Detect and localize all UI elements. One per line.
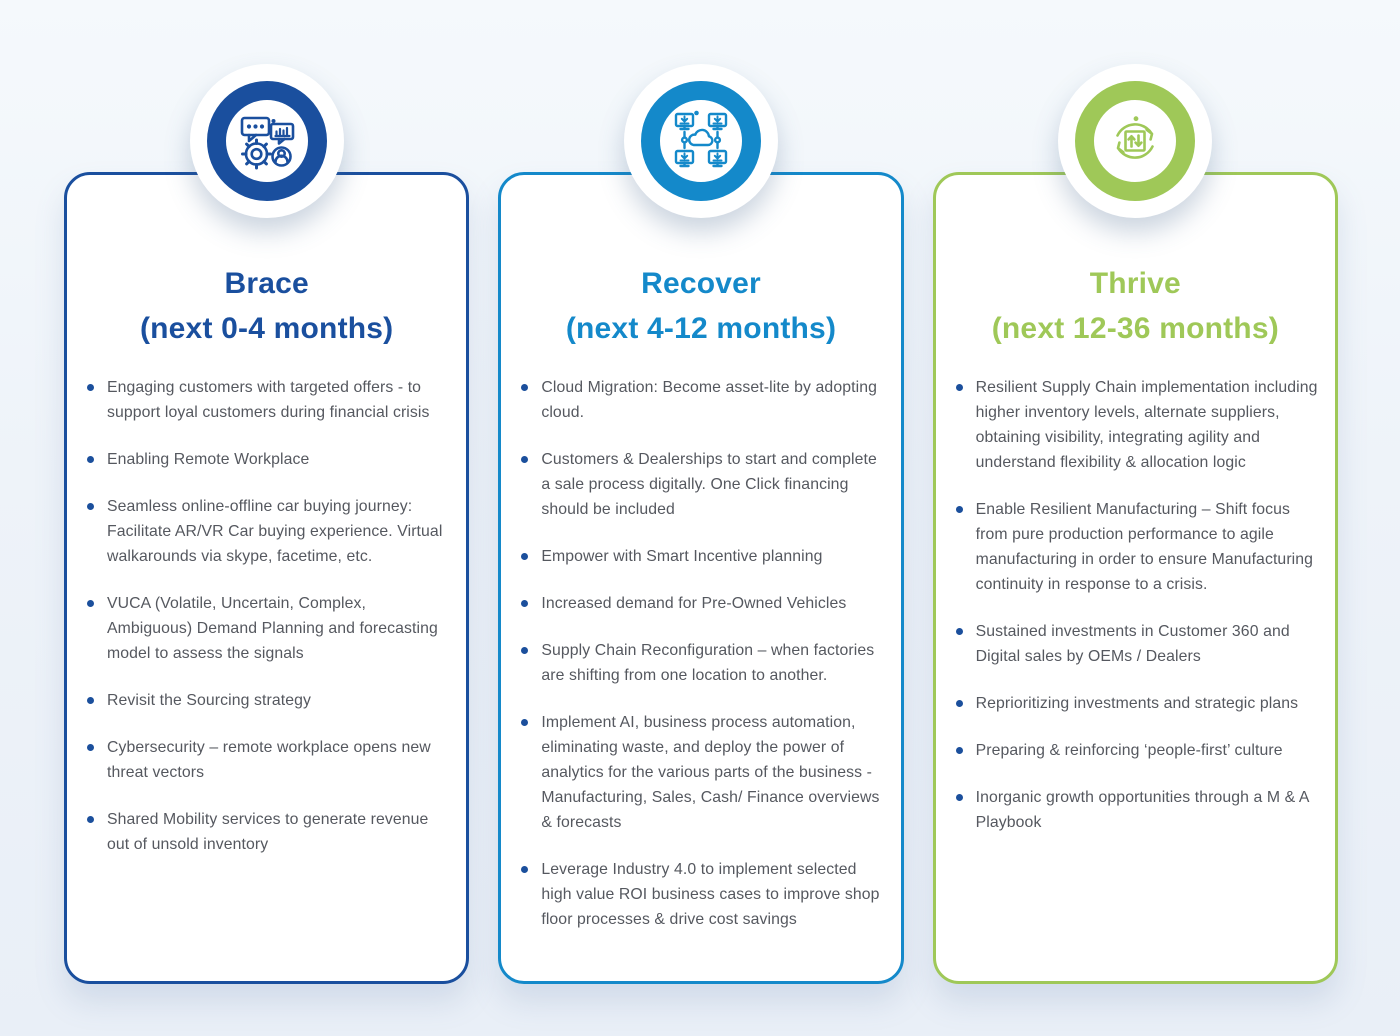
- bullet-text: VUCA (Volatile, Uncertain, Complex, Ambi…: [107, 595, 438, 662]
- card-subtitle-text: (next 0-4 months): [139, 312, 394, 345]
- bullet-dot: [87, 503, 94, 510]
- bullet-text: Cybersecurity – remote workplace opens n…: [107, 739, 431, 781]
- card-recover: Recover (next 4-12 months) Cloud Migrati…: [498, 64, 904, 984]
- bullet-text: Implement AI, business process automatio…: [541, 714, 880, 831]
- list-item: Cloud Migration: Become asset-lite by ad…: [521, 375, 884, 425]
- bullet-dot: [87, 384, 94, 391]
- bullet-text: Revisit the Sourcing strategy: [107, 692, 311, 709]
- list-item: Preparing & reinforcing ‘people-first’ c…: [955, 738, 1319, 763]
- card-badge: [1058, 64, 1213, 218]
- bullet-text: Engaging customers with targeted offers …: [107, 379, 430, 421]
- bullet-text: Sustained investments in Customer 360 an…: [975, 623, 1290, 665]
- list-item: Inorganic growth opportunities through a…: [955, 785, 1319, 835]
- gear-chat-analytics-icon: [240, 116, 294, 170]
- card-brace: Brace (next 0-4 months) Engaging custome…: [64, 64, 470, 984]
- list-item: Enabling Remote Workplace: [87, 447, 450, 472]
- bullet-text: Preparing & reinforcing ‘people-first’ c…: [975, 742, 1283, 759]
- bullet-dot: [521, 384, 529, 391]
- list-item: Leverage Industry 4.0 to implement selec…: [521, 857, 884, 932]
- bullet-dot: [955, 384, 963, 391]
- bullet-list: Resilient Supply Chain implementation in…: [936, 375, 1335, 835]
- bullet-dot: [521, 866, 529, 873]
- bullet-dot: [87, 697, 94, 704]
- bullet-dot: [955, 506, 963, 513]
- bullet-text: Seamless online-offline car buying journ…: [107, 498, 443, 565]
- bullet-text: Reprioritizing investments and strategic…: [975, 695, 1299, 712]
- bullet-dot: [87, 600, 94, 607]
- list-item: Revisit the Sourcing strategy: [87, 688, 450, 713]
- list-item: Supply Chain Reconfiguration – when fact…: [521, 638, 884, 688]
- bullet-dot: [521, 553, 529, 560]
- bullet-dot: [87, 456, 94, 463]
- cards-row: Brace (next 0-4 months) Engaging custome…: [64, 64, 1338, 984]
- card-subtitle-text: (next 12-36 months): [991, 312, 1279, 345]
- bullet-text: Enabling Remote Workplace: [107, 451, 310, 468]
- bullet-text: Enable Resilient Manufacturing – Shift f…: [975, 501, 1314, 593]
- badge-ring: [1075, 81, 1196, 201]
- list-item: Shared Mobility services to generate rev…: [87, 807, 450, 857]
- bullet-text: Cloud Migration: Become asset-lite by ad…: [541, 379, 877, 421]
- card-badge: [623, 64, 778, 218]
- bullet-text: Increased demand for Pre-Owned Vehicles: [541, 595, 847, 612]
- bullet-text: Customers & Dealerships to start and com…: [541, 451, 877, 518]
- card-thrive: Thrive (next 12-36 months) Resilient Sup…: [932, 64, 1338, 984]
- cloud-network-monitors-icon: [674, 110, 728, 168]
- bullet-dot: [87, 816, 94, 823]
- bullet-text: Resilient Supply Chain implementation in…: [975, 379, 1318, 471]
- bullet-dot: [955, 700, 963, 707]
- list-item: Customers & Dealerships to start and com…: [521, 447, 884, 522]
- list-item: Implement AI, business process automatio…: [521, 710, 884, 835]
- bullet-text: Inorganic growth opportunities through a…: [975, 789, 1309, 831]
- bullet-dot: [521, 456, 529, 463]
- bullet-dot: [521, 719, 529, 726]
- cycle-arrows-icon: [1116, 116, 1155, 159]
- list-item: Empower with Smart Incentive planning: [521, 544, 884, 569]
- bullet-dot: [955, 794, 963, 801]
- card-subtitle-text: (next 4-12 months): [565, 312, 837, 345]
- bullet-list: Engaging customers with targeted offers …: [67, 375, 466, 857]
- card-title: Brace (next 0-4 months): [79, 261, 454, 351]
- bullet-dot: [955, 628, 963, 635]
- list-item: Resilient Supply Chain implementation in…: [955, 375, 1319, 475]
- card-title-text: Brace: [224, 267, 309, 300]
- bullet-dot: [521, 600, 529, 607]
- bullet-dot: [87, 744, 94, 751]
- list-item: Increased demand for Pre-Owned Vehicles: [521, 591, 884, 616]
- list-item: Engaging customers with targeted offers …: [87, 375, 450, 425]
- bullet-text: Empower with Smart Incentive planning: [541, 548, 823, 565]
- card-title-text: Thrive: [1089, 267, 1181, 300]
- card-title: Recover (next 4-12 months): [513, 261, 888, 351]
- bullet-text: Leverage Industry 4.0 to implement selec…: [541, 861, 880, 928]
- badge-ring: [206, 81, 327, 201]
- card-badge: [189, 64, 344, 218]
- bullet-list: Cloud Migration: Become asset-lite by ad…: [501, 375, 900, 932]
- bullet-text: Supply Chain Reconfiguration – when fact…: [541, 642, 875, 684]
- list-item: Sustained investments in Customer 360 an…: [955, 619, 1319, 669]
- bullet-dot: [955, 747, 963, 754]
- card-title: Thrive (next 12-36 months): [948, 261, 1323, 351]
- badge-ring: [640, 81, 761, 201]
- card-title-text: Recover: [641, 267, 761, 300]
- list-item: Reprioritizing investments and strategic…: [955, 691, 1319, 716]
- list-item: Cybersecurity – remote workplace opens n…: [87, 735, 450, 785]
- list-item: VUCA (Volatile, Uncertain, Complex, Ambi…: [87, 591, 450, 666]
- bullet-dot: [521, 647, 529, 654]
- bullet-text: Shared Mobility services to generate rev…: [107, 811, 429, 853]
- list-item: Enable Resilient Manufacturing – Shift f…: [955, 497, 1319, 597]
- list-item: Seamless online-offline car buying journ…: [87, 494, 450, 569]
